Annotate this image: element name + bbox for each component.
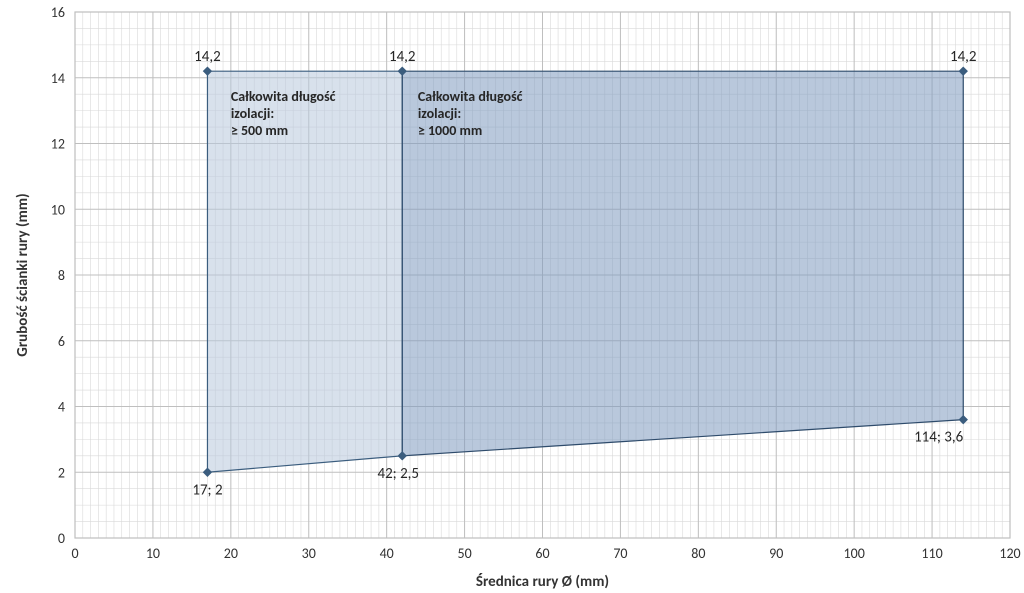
x-tick-label: 70 (613, 545, 627, 562)
y-axis-title: Grubość ścianki rury (mm) (14, 193, 32, 356)
data-label: 14,2 (389, 48, 416, 66)
region-annotation: izolacji: (418, 105, 461, 122)
x-tick-label: 0 (71, 545, 78, 562)
data-label: 42; 2,5 (377, 465, 419, 483)
region-annotation: ≥ 500 mm (231, 122, 288, 139)
data-label: 114; 3,6 (914, 429, 964, 447)
x-axis-title: Średnica rury Ø (mm) (476, 572, 609, 591)
x-tick-label: 80 (691, 545, 705, 562)
y-tick-label: 4 (58, 399, 65, 416)
y-tick-label: 8 (58, 267, 65, 284)
region-annotation: ≥ 1000 mm (418, 122, 482, 139)
chart-container: Całkowita długośćizolacji:≥ 500 mmCałkow… (0, 0, 1024, 593)
data-label: 14,2 (950, 48, 977, 66)
y-tick-label: 6 (58, 333, 65, 350)
y-tick-label: 16 (51, 4, 65, 21)
x-tick-label: 110 (921, 545, 942, 562)
region-annotation: Całkowita długość (418, 88, 523, 105)
x-tick-label: 60 (535, 545, 549, 562)
x-tick-label: 40 (380, 545, 394, 562)
region-annotation: izolacji: (231, 105, 274, 122)
y-tick-label: 0 (58, 530, 65, 547)
y-tick-label: 14 (51, 70, 65, 87)
x-tick-label: 120 (999, 545, 1020, 562)
region-annotation: Całkowita długość (231, 88, 336, 105)
y-tick-label: 2 (58, 464, 65, 481)
x-tick-label: 100 (844, 545, 865, 562)
x-tick-label: 20 (224, 545, 238, 562)
x-tick-label: 90 (769, 545, 783, 562)
data-label: 17; 2 (192, 481, 222, 499)
data-label: 14,2 (194, 48, 221, 66)
region-1000 (402, 71, 963, 456)
x-tick-label: 30 (302, 545, 316, 562)
y-tick-label: 10 (51, 201, 65, 218)
chart-svg: Całkowita długośćizolacji:≥ 500 mmCałkow… (0, 0, 1024, 593)
x-tick-label: 10 (146, 545, 160, 562)
y-tick-label: 12 (51, 136, 65, 153)
x-tick-label: 50 (457, 545, 471, 562)
